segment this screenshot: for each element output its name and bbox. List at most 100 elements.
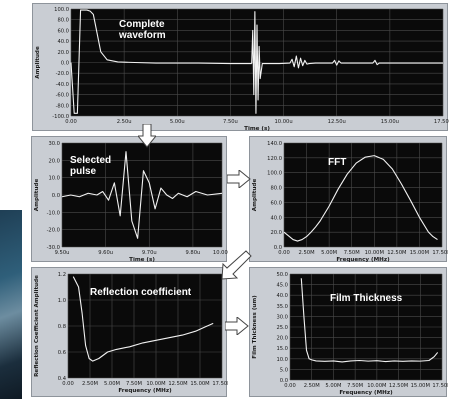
y-tick-label: -40.0 — [56, 82, 69, 88]
x-axis-label: Frequency (MHz) — [339, 390, 393, 396]
y-tick-label: 60.0 — [270, 200, 282, 206]
series-line — [283, 155, 438, 242]
y-tick-label: 120.0 — [267, 156, 282, 162]
x-tick-label: 9.50u — [55, 250, 70, 256]
chart-title: Reflection coefficient — [90, 287, 192, 298]
y-tick-label: 30.0 — [276, 314, 288, 320]
y-tick-label: -20.0 — [56, 71, 69, 77]
series-line — [251, 11, 443, 114]
y-axis-label: Amplitude — [34, 179, 40, 212]
arrow-down-left-icon — [221, 250, 252, 280]
y-tick-label: 40.0 — [276, 293, 288, 299]
x-tick-label: 0.00 — [278, 250, 290, 256]
y-tick-label: 25.0 — [276, 325, 288, 331]
x-axis-label: Frequency (MHz) — [118, 388, 172, 394]
y-tick-label: 0.0 — [280, 378, 288, 384]
x-tick-label: 12.50M — [389, 383, 408, 389]
series-line — [300, 278, 439, 363]
y-tick-label: 10.0 — [48, 176, 60, 182]
x-tick-label: 15.00M — [411, 383, 430, 389]
x-tick-label: 0.00 — [62, 381, 74, 387]
panel-selected-pulse: 30.0 20.0 10.0 0.0 -10.0 -20.0 -30.0 9.50u 9.60u… — [31, 136, 228, 263]
x-tick-label: 7.50M — [126, 381, 142, 387]
x-tick-label: 10.00u — [275, 119, 293, 125]
x-tick-label: 0.00 — [284, 383, 296, 389]
x-tick-label: 10.00u — [213, 250, 228, 256]
y-tick-label: -60.0 — [56, 93, 69, 99]
x-tick-label: 12.50M — [168, 381, 187, 387]
x-tick-label: 17.50M — [432, 383, 448, 389]
y-axis-label: Amplitude — [252, 179, 258, 212]
x-axis-label: Time (s) — [244, 126, 270, 132]
chart-title: pulse — [70, 166, 97, 177]
y-tick-label: -100.0 — [52, 114, 69, 120]
chart-reflection-coefficient: 1.2 1.0 0.8 0.6 0.40.00 2.50M 5.00M 7.50M 10.00M… — [34, 272, 228, 394]
x-tick-label: 5.00M — [321, 250, 337, 256]
y-tick-label: 1.0 — [58, 298, 66, 304]
plot-area — [284, 143, 442, 247]
x-tick-label: 10.00M — [146, 381, 165, 387]
y-tick-label: 30.0 — [48, 141, 60, 147]
y-tick-label: 5.0 — [280, 367, 288, 373]
y-tick-label: 1.2 — [58, 272, 66, 278]
y-tick-label: 0.0 — [274, 245, 282, 251]
y-axis-label: Reflection Coefficient Amplitude — [34, 275, 40, 377]
y-tick-label: 0.6 — [58, 350, 66, 356]
x-tick-label: 5.00M — [325, 383, 341, 389]
chart-title: FFT — [328, 157, 346, 168]
y-tick-label: 100.0 — [54, 7, 69, 13]
y-tick-label: -20.0 — [47, 228, 60, 234]
y-axis-label: Amplitude — [35, 46, 41, 79]
y-tick-label: -10.0 — [47, 210, 60, 216]
x-tick-label: 7.50u — [223, 119, 238, 125]
x-tick-label: 15.00u — [381, 119, 399, 125]
x-tick-label: 7.50M — [344, 250, 360, 256]
x-tick-label: 10.00M — [367, 383, 386, 389]
y-tick-label: -30.0 — [47, 245, 60, 251]
x-tick-label: 15.00M — [410, 250, 429, 256]
x-tick-label: 2.50u — [117, 119, 132, 125]
y-tick-label: 50.0 — [276, 272, 288, 278]
y-tick-label: -80.0 — [56, 103, 69, 109]
x-tick-label: 9.60u — [98, 250, 113, 256]
chart-title: Complete — [119, 19, 165, 30]
background-photo — [0, 210, 22, 399]
y-tick-label: 20.0 — [57, 50, 69, 56]
x-tick-label: 9.80u — [185, 250, 200, 256]
y-tick-label: 0.0 — [61, 61, 69, 67]
y-tick-label: 140.0 — [267, 141, 282, 147]
y-tick-label: 20.0 — [48, 158, 60, 164]
x-tick-label: 0.00 — [65, 119, 77, 125]
arrow-right-icon — [227, 170, 251, 188]
x-tick-label: 2.50M — [299, 250, 315, 256]
x-tick-label: 2.50M — [82, 381, 98, 387]
y-tick-label: 0.4 — [58, 376, 67, 382]
panel-reflection-coefficient: 1.2 1.0 0.8 0.6 0.4 0.00 2.50M 5.00M 7.50M 10.00M… — [31, 267, 228, 397]
chart-film-thickness: 50.045.040.035.030.025.020.015.010.05.00… — [252, 272, 448, 396]
x-axis-label: Time (s) — [129, 257, 155, 263]
chart-title: Selected — [70, 155, 111, 166]
x-tick-label: 12.50M — [387, 250, 406, 256]
y-tick-label: 20.0 — [276, 336, 288, 342]
y-tick-label: 40.0 — [57, 39, 69, 45]
y-tick-label: 45.0 — [276, 283, 288, 289]
x-tick-label: 2.50M — [304, 383, 320, 389]
y-tick-label: 35.0 — [276, 304, 288, 310]
arrow-right-icon — [225, 317, 249, 335]
chart-complete-waveform: 100.0 80.0 60.0 40.0 20.0 0.0 -20.0 -40.0 -60.0 -… — [35, 7, 449, 132]
chart-title: Film Thickness — [330, 293, 403, 304]
chart-selected-pulse: 30.0 20.0 10.0 0.0 -10.0 -20.0 -30.09.50u 9.60u… — [34, 141, 228, 263]
y-tick-label: 100.0 — [267, 171, 282, 177]
arrow-down-icon — [138, 124, 156, 148]
x-tick-label: 10.00M — [365, 250, 384, 256]
x-tick-label: 5.00M — [104, 381, 120, 387]
series-line — [61, 151, 223, 239]
panel-complete-waveform: 100.0 80.0 60.0 40.0 20.0 0.0 -20.0 -40.0 -60.0 -… — [32, 3, 449, 132]
x-tick-label: 9.70u — [142, 250, 157, 256]
panel-film-thickness: 50.0 45.0 40.0 35.0 30.0 25.0 20.0 15.0 10.0 5.0 0… — [249, 267, 448, 397]
y-tick-label: 15.0 — [276, 346, 288, 352]
y-tick-label: 80.0 — [270, 186, 282, 192]
series-line — [70, 9, 252, 114]
x-tick-label: 17.50u — [434, 119, 449, 125]
y-axis-label: Film Thickness (um) — [252, 295, 258, 359]
